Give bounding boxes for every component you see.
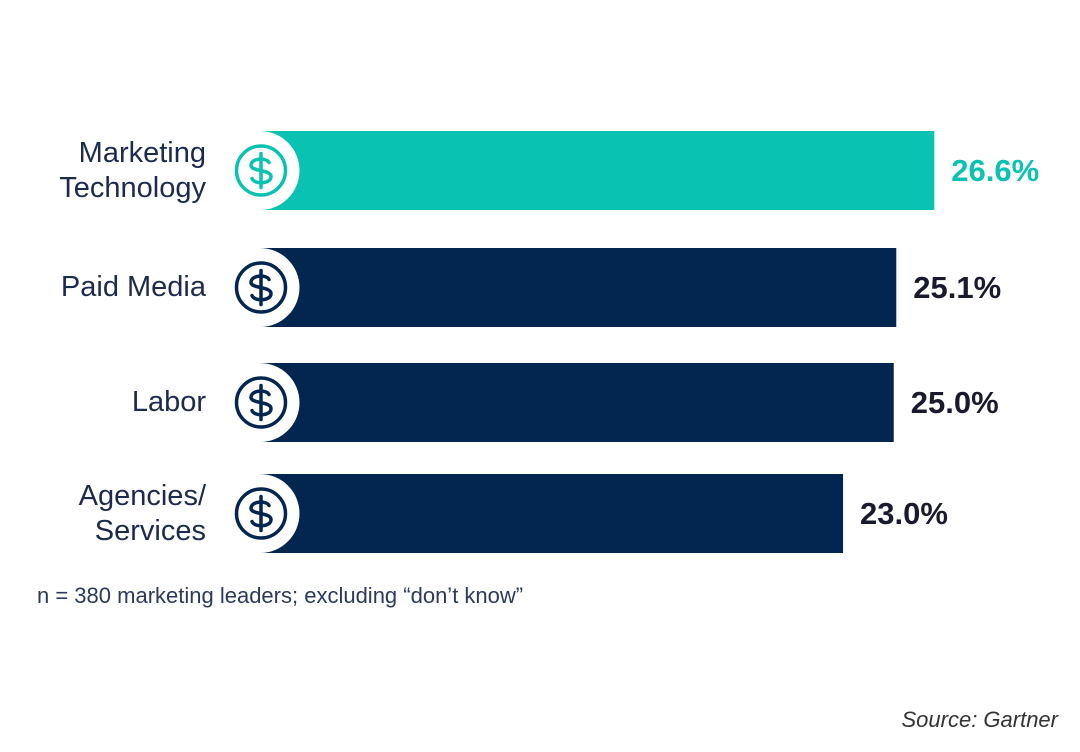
value-label-2: 25.0% xyxy=(910,384,999,420)
value-label-1: 25.1% xyxy=(913,269,1002,305)
footnote: n = 380 marketing leaders; excluding “do… xyxy=(37,583,524,608)
category-label-2: Labor xyxy=(131,386,206,418)
dollar-coin-icon xyxy=(234,144,288,197)
category-label-3: Agencies/ Services xyxy=(78,479,206,547)
dollar-coin-icon xyxy=(234,487,288,540)
bar-1 xyxy=(260,248,897,327)
dollar-coin-icon xyxy=(234,261,288,314)
bar-2 xyxy=(260,363,894,442)
category-label-0: Marketing Technology xyxy=(59,136,206,204)
bar-0 xyxy=(260,131,935,210)
bar-3 xyxy=(260,474,844,553)
dollar-coin-icon xyxy=(234,376,288,429)
value-label-3: 23.0% xyxy=(860,495,948,531)
value-label-0: 26.6% xyxy=(951,152,1040,188)
category-label-1: Paid Media xyxy=(60,271,206,303)
source-credit: Source: Gartner xyxy=(901,707,1058,732)
